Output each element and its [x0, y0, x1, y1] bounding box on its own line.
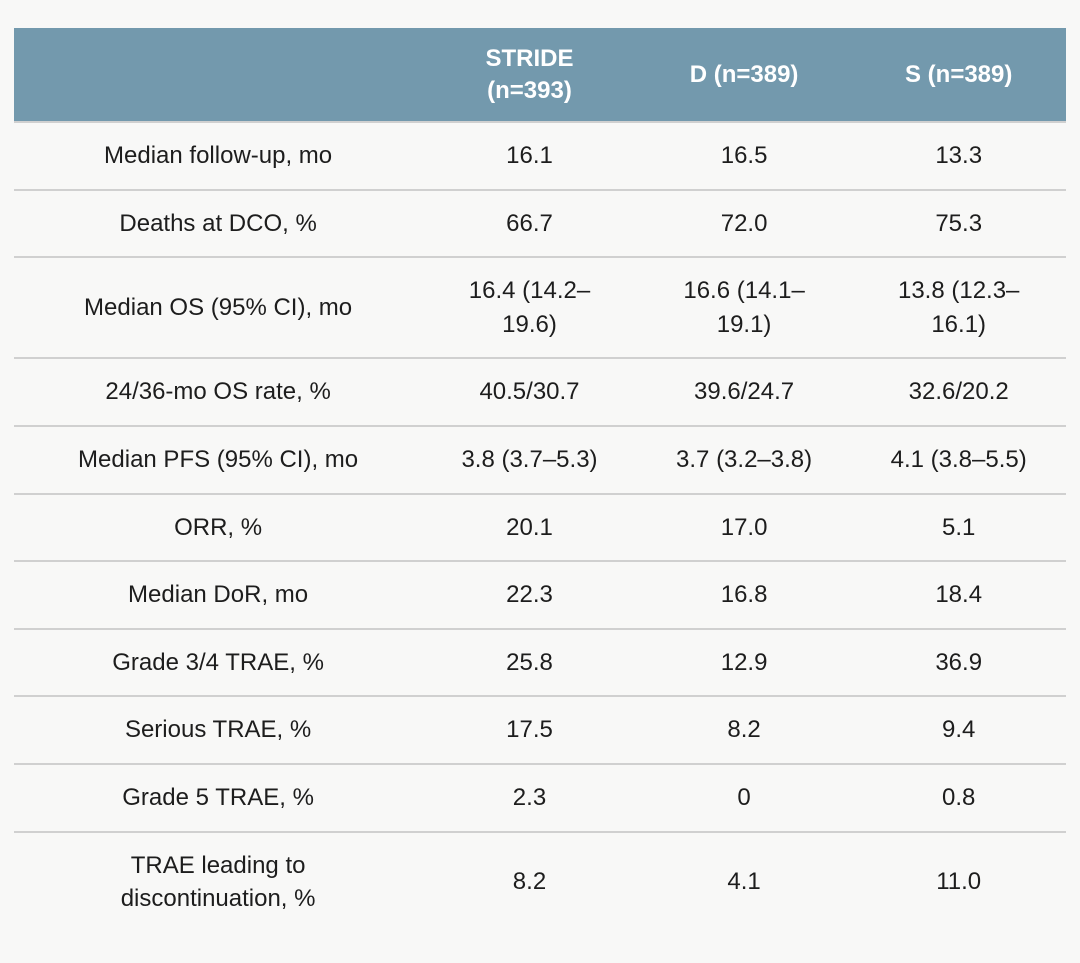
table-header: STRIDE (n=393) D (n=389) S (n=389): [14, 28, 1066, 122]
cell-s: 13.8 (12.3–16.1): [851, 256, 1066, 359]
row-label: Serious TRAE, %: [14, 695, 423, 764]
cell-stride: 40.5/30.7: [422, 357, 637, 426]
cell-stride: 25.8: [422, 627, 637, 697]
cell-d: 72.0: [636, 188, 852, 258]
col-header-s: S (n=389): [851, 28, 1066, 122]
row-label: Median OS (95% CI), mo: [14, 256, 423, 359]
row-label: Median DoR, mo: [14, 560, 423, 629]
cell-s: 36.9: [851, 627, 1066, 697]
cell-stride: 3.8 (3.7–5.3): [422, 424, 637, 494]
table-row: Median follow-up, mo 16.1 16.5 13.3: [14, 121, 1066, 190]
col-header-d: D (n=389): [636, 28, 852, 122]
col-header-metric: [14, 28, 423, 122]
cell-d: 17.0: [636, 492, 852, 562]
row-label: 24/36-mo OS rate, %: [14, 357, 423, 426]
table-row: Deaths at DCO, % 66.7 72.0 75.3: [14, 188, 1066, 258]
row-label: TRAE leading to discontinuation, %: [14, 830, 423, 932]
table-body: Median follow-up, mo 16.1 16.5 13.3 Deat…: [14, 121, 1066, 932]
cell-stride: 22.3: [422, 560, 637, 629]
results-table: STRIDE (n=393) D (n=389) S (n=389) Media…: [14, 28, 1066, 932]
cell-s: 32.6/20.2: [851, 357, 1066, 426]
cell-d: 16.8: [636, 560, 852, 629]
table-row: TRAE leading to discontinuation, % 8.2 4…: [14, 830, 1066, 932]
header-row: STRIDE (n=393) D (n=389) S (n=389): [14, 28, 1066, 122]
cell-stride: 16.1: [422, 121, 637, 190]
cell-stride: 17.5: [422, 695, 637, 764]
table-row: Grade 3/4 TRAE, % 25.8 12.9 36.9: [14, 627, 1066, 697]
table-row: ORR, % 20.1 17.0 5.1: [14, 492, 1066, 562]
cell-stride: 16.4 (14.2–19.6): [422, 256, 637, 359]
row-label: Grade 3/4 TRAE, %: [14, 627, 423, 697]
cell-stride: 20.1: [422, 492, 637, 562]
cell-d: 39.6/24.7: [636, 357, 852, 426]
row-label: Grade 5 TRAE, %: [14, 762, 423, 832]
cell-stride: 8.2: [422, 830, 637, 932]
cell-s: 5.1: [851, 492, 1066, 562]
cell-d: 12.9: [636, 627, 852, 697]
cell-d: 4.1: [636, 830, 852, 932]
col-header-stride: STRIDE (n=393): [422, 28, 637, 122]
cell-stride: 2.3: [422, 762, 637, 832]
cell-d: 0: [636, 762, 852, 832]
cell-s: 9.4: [851, 695, 1066, 764]
row-label: Deaths at DCO, %: [14, 188, 423, 258]
table-row: 24/36-mo OS rate, % 40.5/30.7 39.6/24.7 …: [14, 357, 1066, 426]
cell-d: 16.5: [636, 121, 852, 190]
page: STRIDE (n=393) D (n=389) S (n=389) Media…: [14, 28, 1066, 932]
table-row: Serious TRAE, % 17.5 8.2 9.4: [14, 695, 1066, 764]
row-label: ORR, %: [14, 492, 423, 562]
cell-d: 3.7 (3.2–3.8): [636, 424, 852, 494]
cell-stride: 66.7: [422, 188, 637, 258]
cell-s: 11.0: [851, 830, 1066, 932]
cell-s: 0.8: [851, 762, 1066, 832]
cell-d: 8.2: [636, 695, 852, 764]
cell-s: 13.3: [851, 121, 1066, 190]
row-label: Median PFS (95% CI), mo: [14, 424, 423, 494]
table-row: Median DoR, mo 22.3 16.8 18.4: [14, 560, 1066, 629]
row-label: Median follow-up, mo: [14, 121, 423, 190]
table-row: Median PFS (95% CI), mo 3.8 (3.7–5.3) 3.…: [14, 424, 1066, 494]
cell-d: 16.6 (14.1–19.1): [636, 256, 852, 359]
table-row: Median OS (95% CI), mo 16.4 (14.2–19.6) …: [14, 256, 1066, 359]
cell-s: 75.3: [851, 188, 1066, 258]
table-row: Grade 5 TRAE, % 2.3 0 0.8: [14, 762, 1066, 832]
cell-s: 18.4: [851, 560, 1066, 629]
cell-s: 4.1 (3.8–5.5): [851, 424, 1066, 494]
